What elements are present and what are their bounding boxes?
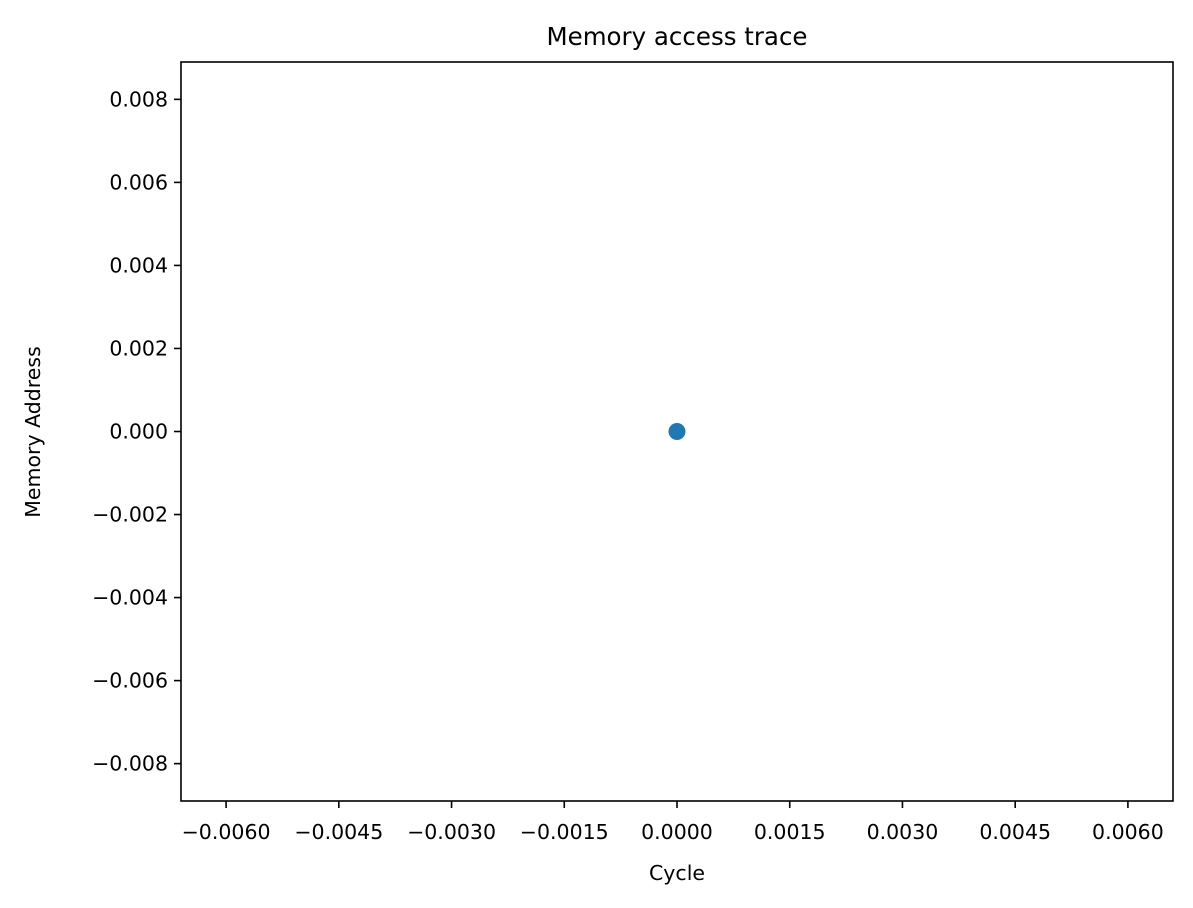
y-tick-label: −0.006 (92, 669, 168, 693)
y-tick-label: −0.002 (92, 503, 168, 527)
x-tick-label: 0.0015 (754, 820, 826, 844)
x-tick-label: 0.0000 (641, 820, 713, 844)
plot-area: −0.0060 −0.0045 −0.0030 −0.0015 0.0000 0.0015… (92, 61, 1174, 844)
x-axis-title: Cycle (649, 861, 705, 885)
x-tick-label: −0.0060 (182, 820, 271, 844)
x-tick-label: −0.0030 (407, 820, 496, 844)
data-point (668, 423, 686, 440)
y-tick-label: 0.002 (109, 336, 168, 360)
y-tick-label: 0.000 (109, 420, 168, 444)
y-tick-label: −0.008 (92, 752, 168, 776)
x-tick-label: 0.0030 (867, 820, 939, 844)
x-tick-label: 0.0060 (1092, 820, 1164, 844)
y-tick-label: 0.006 (109, 170, 168, 194)
y-tick-label: 0.004 (109, 253, 168, 277)
x-tick-label: −0.0015 (520, 820, 609, 844)
x-tick-label: −0.0045 (294, 820, 383, 844)
y-tick-label: 0.008 (109, 87, 168, 111)
y-tick-label: −0.004 (92, 586, 168, 610)
y-axis-title: Memory Address (21, 346, 45, 518)
chart-title: Memory access trace (546, 22, 807, 51)
x-tick-label: 0.0045 (979, 820, 1051, 844)
